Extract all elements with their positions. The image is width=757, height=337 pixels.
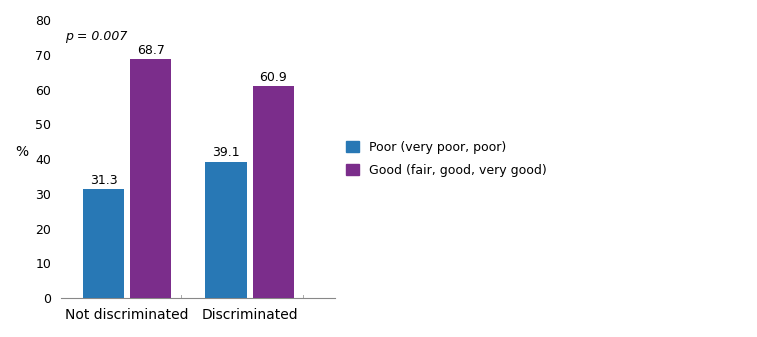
Bar <box>130 59 171 298</box>
Text: 60.9: 60.9 <box>260 71 287 84</box>
Text: 31.3: 31.3 <box>90 174 117 187</box>
Text: 39.1: 39.1 <box>212 147 240 159</box>
Y-axis label: %: % <box>15 145 28 159</box>
Bar <box>253 86 294 298</box>
Text: p = 0.007: p = 0.007 <box>65 30 127 43</box>
Text: 68.7: 68.7 <box>137 43 165 57</box>
Bar <box>83 189 124 298</box>
Bar <box>205 162 247 298</box>
Legend: Poor (very poor, poor), Good (fair, good, very good): Poor (very poor, poor), Good (fair, good… <box>346 141 547 177</box>
